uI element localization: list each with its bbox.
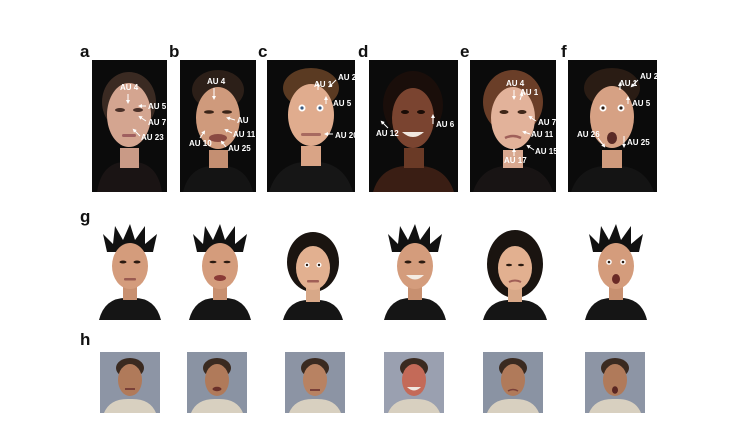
au-label: AU 25 — [228, 144, 251, 153]
photo-panel-f — [568, 60, 657, 192]
photo-h-3 — [285, 352, 345, 413]
face-woman-fear — [281, 230, 345, 320]
face-gray-disgust — [187, 352, 247, 413]
photo-panel-c — [267, 60, 355, 192]
photo-h-5 — [483, 352, 543, 413]
face-man-surprise — [568, 60, 657, 192]
photo-h-1 — [100, 352, 160, 413]
face-gray-fear — [285, 352, 345, 413]
au-label: AU 2 — [338, 73, 357, 82]
panel-label-c: c — [258, 42, 268, 61]
au-label: AU 5 — [148, 102, 167, 111]
au-label: AU 26 — [577, 130, 600, 139]
au-label: AU 5 — [333, 99, 352, 108]
photo-h-2 — [187, 352, 247, 413]
panel-label-h: h — [80, 330, 91, 349]
face-spiky-happiness — [382, 222, 448, 320]
au-label: AU 6 — [436, 120, 455, 129]
au-label: AU 5 — [632, 99, 651, 108]
panel-label-f: f — [561, 42, 567, 61]
photo-g-4 — [382, 222, 448, 320]
au-label: AU 1 — [314, 80, 333, 89]
au-label: AU 4 — [207, 77, 226, 86]
photo-g-2 — [187, 222, 253, 320]
au-label: AU 15 — [535, 147, 558, 156]
face-gray-sadness — [483, 352, 543, 413]
au-label: AU 11 — [531, 130, 554, 139]
panel-label-b: b — [169, 42, 180, 61]
photo-h-6 — [585, 352, 645, 413]
panel-label-d: d — [358, 42, 369, 61]
au-label: AU 4 — [506, 79, 525, 88]
au-label: AU — [237, 116, 249, 125]
au-label: AU 17 — [504, 156, 527, 165]
face-man-disgust — [180, 60, 256, 192]
panel-label-e: e — [460, 42, 470, 61]
face-spiky-surprise — [583, 222, 649, 320]
photo-g-5 — [481, 228, 549, 320]
photo-g-1 — [97, 222, 163, 320]
au-label: AU 1 — [520, 88, 539, 97]
panel-label-g: g — [80, 207, 91, 226]
au-label: AU 7 — [538, 118, 557, 127]
au-label: AU 11 — [233, 130, 256, 139]
face-woman-sadness-2 — [481, 228, 549, 320]
au-label: AU 2 — [640, 72, 659, 81]
face-man-fear — [267, 60, 355, 192]
au-label: AU 12 — [376, 129, 399, 138]
face-spiky-anger — [97, 222, 163, 320]
face-gray-surprise — [585, 352, 645, 413]
photo-panel-d — [369, 60, 458, 192]
face-gray-happiness — [384, 352, 444, 413]
face-gray-anger — [100, 352, 160, 413]
au-label: AU 20 — [335, 131, 358, 140]
face-spiky-disgust — [187, 222, 253, 320]
au-label: AU 23 — [141, 133, 164, 142]
au-label: AU 25 — [627, 138, 650, 147]
au-label: AU 1 — [619, 79, 638, 88]
au-label: AU 4 — [120, 83, 139, 92]
photo-panel-b — [180, 60, 256, 192]
photo-g-6 — [583, 222, 649, 320]
face-woman-happiness — [369, 60, 458, 192]
au-label: AU 7 — [148, 118, 167, 127]
photo-h-4 — [384, 352, 444, 413]
panel-label-a: a — [80, 42, 90, 61]
photo-g-3 — [281, 230, 345, 320]
au-label: AU 10 — [189, 139, 212, 148]
